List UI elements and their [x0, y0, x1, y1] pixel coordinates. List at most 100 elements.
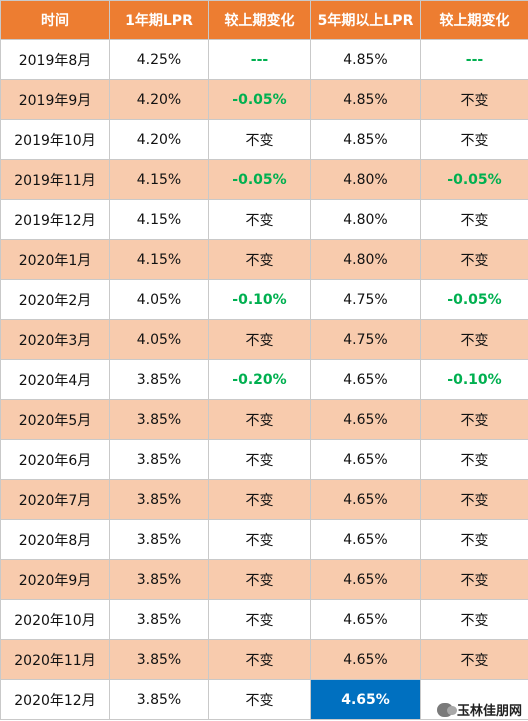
cell-time: 2020年7月: [0, 479, 110, 520]
cell-time: 2020年8月: [0, 519, 110, 560]
table-row: 2019年9月 4.20% -0.05% 4.85% 不变: [0, 79, 528, 120]
cell-5y-change: 不变: [420, 599, 528, 640]
cell-5y-change: 不变: [420, 79, 528, 120]
cell-1y-change: 不变: [208, 679, 311, 720]
cell-1y-change: 不变: [208, 399, 311, 440]
header-1y-change: 较上期变化: [208, 0, 311, 40]
cell-1y-change: 不变: [208, 199, 311, 240]
cell-time: 2020年3月: [0, 319, 110, 360]
cell-5y-change: -0.05%: [420, 159, 528, 200]
table-row: 2019年11月 4.15% -0.05% 4.80% -0.05%: [0, 159, 528, 200]
cell-5y-change: 不变: [420, 119, 528, 160]
cell-1y-change: 不变: [208, 239, 311, 280]
cell-5y-lpr: 4.85%: [310, 79, 421, 120]
cell-1y-change: ---: [208, 39, 311, 80]
cell-1y-lpr: 3.85%: [109, 599, 209, 640]
cell-5y-change: 不变: [420, 559, 528, 600]
cell-5y-lpr: 4.80%: [310, 239, 421, 280]
table-row: 2019年8月 4.25% --- 4.85% ---: [0, 39, 528, 80]
cell-1y-lpr: 3.85%: [109, 439, 209, 480]
cell-5y-change: 不变: [420, 639, 528, 680]
cell-time: 2020年5月: [0, 399, 110, 440]
cell-5y-change: -0.10%: [420, 359, 528, 400]
cell-1y-lpr: 3.85%: [109, 479, 209, 520]
cell-5y-lpr: 4.65%: [310, 679, 421, 720]
cell-5y-lpr: 4.75%: [310, 279, 421, 320]
cell-5y-lpr: 4.65%: [310, 399, 421, 440]
cell-time: 2020年11月: [0, 639, 110, 680]
cell-5y-lpr: 4.65%: [310, 359, 421, 400]
cell-time: 2019年9月: [0, 79, 110, 120]
table-row: 2019年10月 4.20% 不变 4.85% 不变: [0, 119, 528, 160]
table-row: 2019年12月 4.15% 不变 4.80% 不变: [0, 199, 528, 240]
cell-5y-lpr: 4.85%: [310, 39, 421, 80]
cell-1y-change: 不变: [208, 319, 311, 360]
cell-time: 2019年12月: [0, 199, 110, 240]
cell-5y-lpr: 4.65%: [310, 479, 421, 520]
cell-time: 2020年6月: [0, 439, 110, 480]
cell-1y-change: 不变: [208, 639, 311, 680]
cell-5y-change: 不变: [420, 439, 528, 480]
table-row: 2020年4月 3.85% -0.20% 4.65% -0.10%: [0, 359, 528, 400]
cell-5y-lpr: 4.75%: [310, 319, 421, 360]
table-row: 2020年9月 3.85% 不变 4.65% 不变: [0, 559, 528, 600]
cell-5y-lpr: 4.80%: [310, 159, 421, 200]
header-5y-lpr: 5年期以上LPR: [310, 0, 421, 40]
cell-5y-lpr: 4.65%: [310, 559, 421, 600]
cell-1y-lpr: 4.05%: [109, 319, 209, 360]
cell-5y-change: 不变: [420, 199, 528, 240]
table-row: 2020年1月 4.15% 不变 4.80% 不变: [0, 239, 528, 280]
cell-5y-change: 不变: [420, 519, 528, 560]
cell-1y-lpr: 3.85%: [109, 679, 209, 720]
table-row: 2020年8月 3.85% 不变 4.65% 不变: [0, 519, 528, 560]
cell-1y-lpr: 3.85%: [109, 639, 209, 680]
cell-1y-lpr: 4.25%: [109, 39, 209, 80]
cell-1y-change: -0.20%: [208, 359, 311, 400]
table-row: 2020年7月 3.85% 不变 4.65% 不变: [0, 479, 528, 520]
table-row: 2020年2月 4.05% -0.10% 4.75% -0.05%: [0, 279, 528, 320]
cell-1y-change: -0.10%: [208, 279, 311, 320]
cell-time: 2020年2月: [0, 279, 110, 320]
table-row: 2020年5月 3.85% 不变 4.65% 不变: [0, 399, 528, 440]
cell-1y-lpr: 3.85%: [109, 359, 209, 400]
cell-time: 2020年1月: [0, 239, 110, 280]
cell-1y-lpr: 4.15%: [109, 159, 209, 200]
cell-1y-lpr: 4.20%: [109, 119, 209, 160]
cell-time: 2019年8月: [0, 39, 110, 80]
table-row: 2020年12月 3.85% 不变 4.65%: [0, 679, 528, 720]
table-row: 2020年6月 3.85% 不变 4.65% 不变: [0, 439, 528, 480]
cell-1y-lpr: 3.85%: [109, 559, 209, 600]
header-5y-change: 较上期变化: [420, 0, 528, 40]
cell-1y-change: 不变: [208, 479, 311, 520]
cell-5y-change: 不变: [420, 319, 528, 360]
cell-1y-change: 不变: [208, 439, 311, 480]
cell-1y-lpr: 4.20%: [109, 79, 209, 120]
cell-1y-change: -0.05%: [208, 159, 311, 200]
cell-5y-lpr: 4.80%: [310, 199, 421, 240]
cell-5y-change: 不变: [420, 399, 528, 440]
cell-5y-change: ---: [420, 39, 528, 80]
table-row: 2020年3月 4.05% 不变 4.75% 不变: [0, 319, 528, 360]
table-header-row: 时间 1年期LPR 较上期变化 5年期以上LPR 较上期变化: [0, 0, 528, 40]
watermark-label: 玉林佳朋网: [456, 704, 522, 719]
table-row: 2020年10月 3.85% 不变 4.65% 不变: [0, 599, 528, 640]
cell-5y-lpr: 4.65%: [310, 599, 421, 640]
cell-1y-lpr: 3.85%: [109, 399, 209, 440]
cell-1y-change: 不变: [208, 519, 311, 560]
watermark: 玉林佳朋网: [436, 700, 522, 719]
table-body: 2019年8月 4.25% --- 4.85% --- 2019年9月 4.20% -0.05…: [0, 39, 528, 720]
cell-time: 2020年4月: [0, 359, 110, 400]
cell-5y-lpr: 4.65%: [310, 519, 421, 560]
cell-5y-change: 不变: [420, 239, 528, 280]
cell-5y-lpr: 4.65%: [310, 639, 421, 680]
cell-1y-change: 不变: [208, 559, 311, 600]
cell-1y-lpr: 4.15%: [109, 199, 209, 240]
header-time: 时间: [0, 0, 110, 40]
cell-1y-lpr: 4.05%: [109, 279, 209, 320]
table-row: 2020年11月 3.85% 不变 4.65% 不变: [0, 639, 528, 680]
wechat-icon: [436, 702, 457, 717]
cell-5y-change: 不变: [420, 479, 528, 520]
cell-1y-lpr: 3.85%: [109, 519, 209, 560]
